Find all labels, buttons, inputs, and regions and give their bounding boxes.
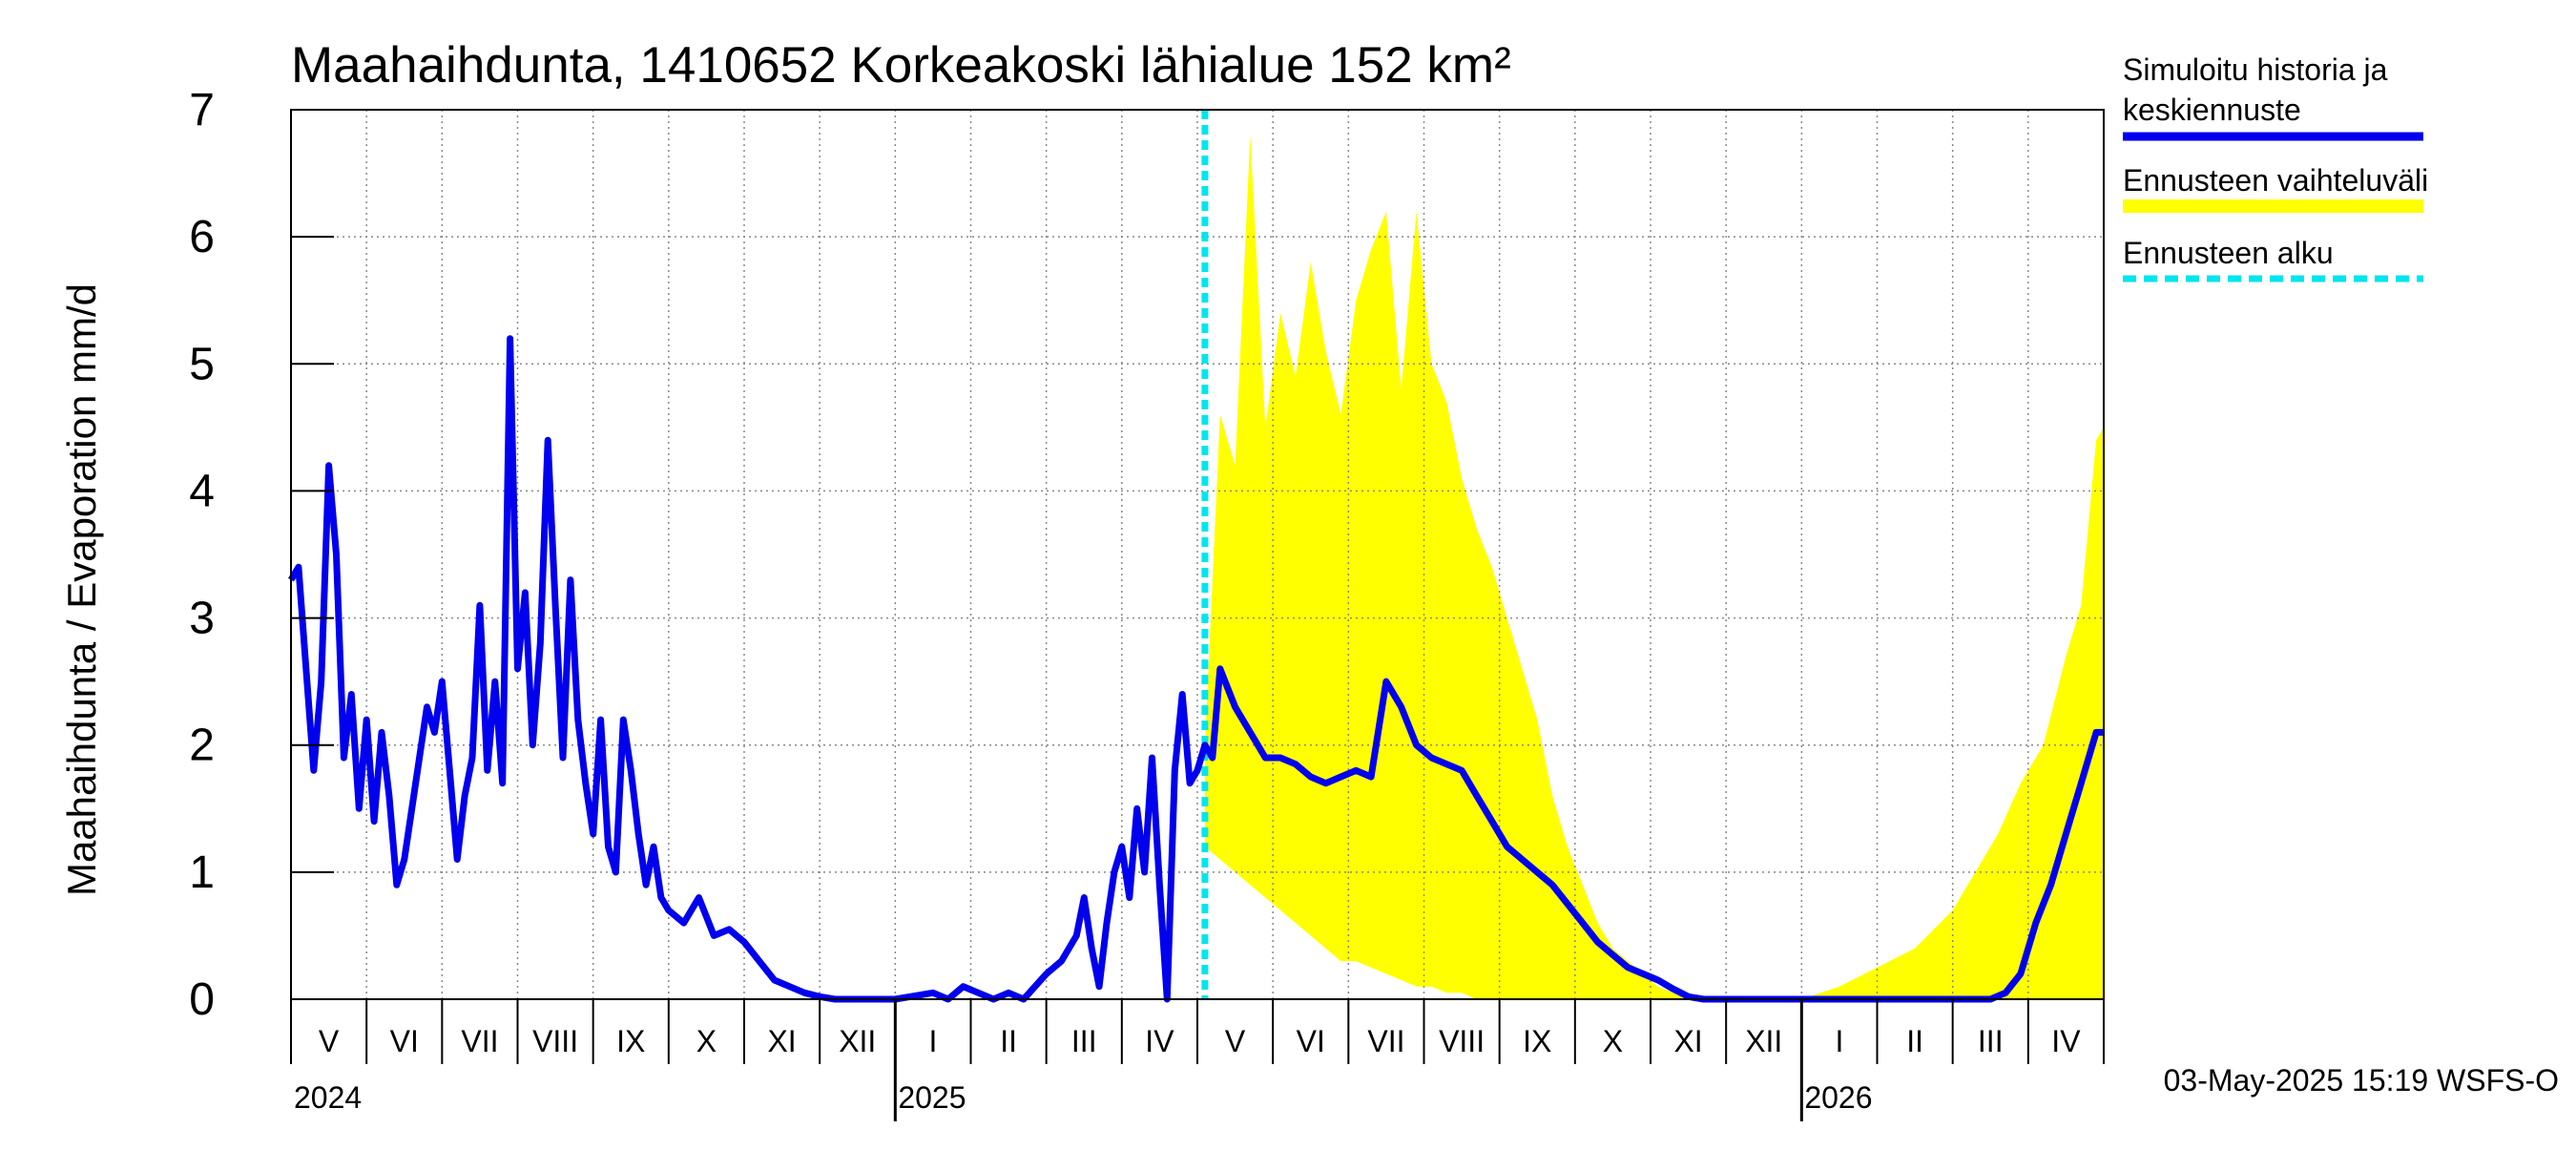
x-month-label: III	[1978, 1024, 2004, 1058]
x-year-label: 2026	[1804, 1080, 1872, 1115]
x-month-label: XI	[1673, 1024, 1702, 1058]
x-month-label: XII	[1745, 1024, 1782, 1058]
y-tick-label: 7	[189, 85, 215, 136]
x-month-label: II	[1906, 1024, 1923, 1058]
chart-title: Maahaihdunta, 1410652 Korkeakoski lähial…	[291, 37, 1511, 94]
x-month-label: X	[1603, 1024, 1623, 1058]
x-month-label: V	[319, 1024, 340, 1058]
y-tick-label: 1	[189, 847, 215, 898]
plot-area	[291, 110, 2104, 999]
x-month-label: IV	[1145, 1024, 1174, 1058]
legend-entry-1-label-line-1: Simuloitu historia ja	[2123, 52, 2388, 87]
legend: Simuloitu historia ja keskiennuste Ennus…	[2123, 52, 2428, 282]
legend-entry-1-label-line-2: keskiennuste	[2123, 93, 2301, 127]
x-month-label: II	[1000, 1024, 1017, 1058]
y-axis-label: Maahaihdunta / Evaporation mm/d	[59, 283, 104, 896]
x-month-label: X	[696, 1024, 717, 1058]
x-month-label: IX	[1523, 1024, 1551, 1058]
y-tick-label: 6	[189, 212, 215, 262]
y-tick-label: 0	[189, 974, 215, 1025]
x-year-label: 2024	[294, 1080, 362, 1115]
x-month-label: XI	[767, 1024, 796, 1058]
timestamp: 03-May-2025 15:19 WSFS-O	[2164, 1063, 2559, 1098]
y-tick-label: 3	[189, 594, 215, 644]
legend-entry-3-label: Ennusteen alku	[2123, 236, 2334, 270]
y-tick-label: 5	[189, 339, 215, 389]
x-month-label: I	[1835, 1024, 1843, 1058]
x-month-label: VII	[1367, 1024, 1404, 1058]
x-year-label: 2025	[898, 1080, 966, 1115]
x-month-label: VI	[1297, 1024, 1325, 1058]
x-month-label: VIII	[1439, 1024, 1485, 1058]
x-month-label: VIII	[532, 1024, 578, 1058]
x-month-label: IX	[616, 1024, 645, 1058]
x-month-label: XII	[839, 1024, 876, 1058]
x-month-label: IV	[2051, 1024, 2081, 1058]
y-tick-label: 2	[189, 721, 215, 771]
x-month-label: V	[1225, 1024, 1246, 1058]
y-tick-label: 4	[189, 466, 215, 516]
series-line-simulated	[287, 335, 2104, 1003]
legend-entry-2-label: Ennusteen vaihteluväli	[2123, 163, 2428, 198]
x-month-label: VII	[461, 1024, 498, 1058]
x-month-label: III	[1071, 1024, 1097, 1058]
forecast-range-band	[1204, 135, 2104, 1000]
x-month-label: VI	[390, 1024, 419, 1058]
x-month-label: I	[928, 1024, 937, 1058]
